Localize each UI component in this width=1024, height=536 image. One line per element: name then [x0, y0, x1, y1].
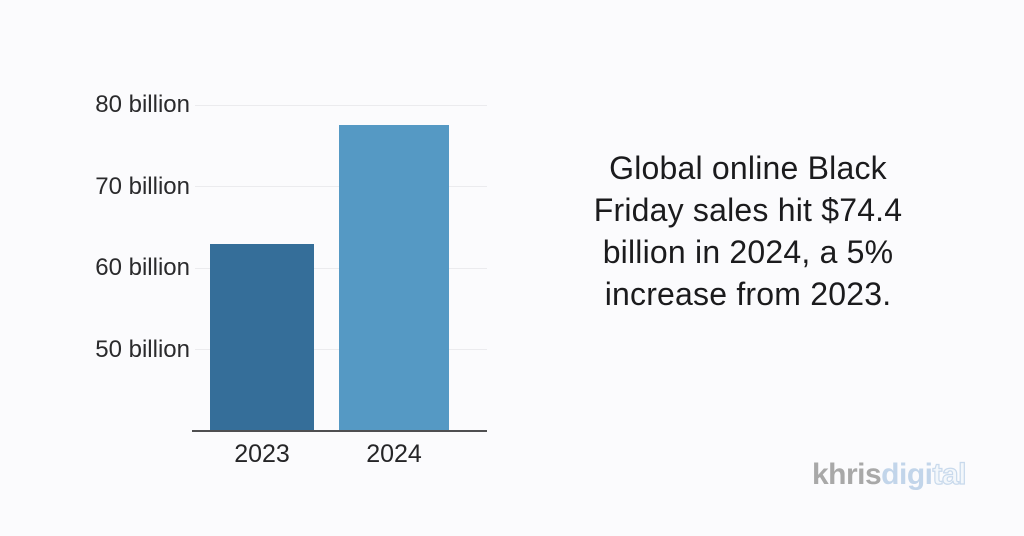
- khrisdigital-watermark: khrisdigital: [811, 457, 967, 492]
- caption-line-4: increase from 2023.: [604, 276, 892, 312]
- bar-2023: [210, 243, 314, 431]
- gridline-80-billion: [195, 104, 487, 106]
- xtick-label-2023: 2023: [234, 440, 290, 468]
- bar-2024: [339, 125, 449, 431]
- caption-line-1: Global online Black: [609, 150, 887, 186]
- ytick-label-80-billion: 80 billion: [95, 91, 190, 118]
- watermark-part-3: tal: [932, 457, 967, 491]
- watermark-part-1: khris: [811, 458, 882, 491]
- x-axis-line: [192, 430, 487, 432]
- xtick-label-2024: 2024: [366, 440, 422, 468]
- ytick-label-50-billion: 50 billion: [95, 335, 190, 363]
- caption-line-3: billion in 2024, a 5%: [602, 234, 894, 270]
- caption-line-2: Friday sales hit $74.4: [593, 192, 903, 228]
- watermark-part-2: digi: [881, 458, 933, 491]
- caption-text: Global online Black Friday sales hit $74…: [548, 147, 948, 315]
- ytick-label-70-billion: 70 billion: [95, 172, 190, 200]
- ytick-label-60-billion: 60 billion: [95, 254, 190, 281]
